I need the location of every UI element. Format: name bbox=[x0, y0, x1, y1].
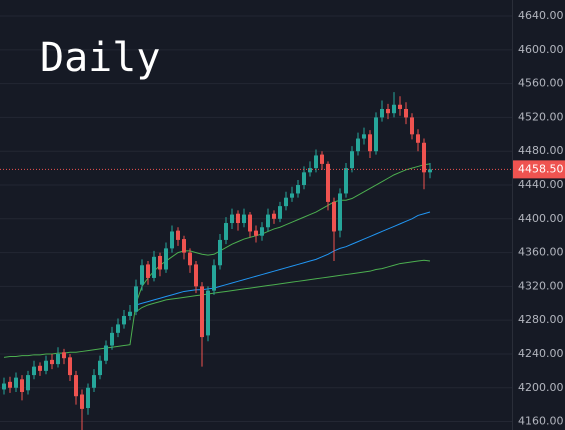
candle-body bbox=[410, 117, 414, 135]
candle-body bbox=[296, 185, 300, 194]
candle-body bbox=[110, 332, 114, 346]
y-tick-label: 4400.00 bbox=[518, 212, 564, 225]
y-tick-label: 4480.00 bbox=[518, 144, 564, 157]
candle-body bbox=[56, 353, 60, 365]
candle-body bbox=[80, 394, 84, 409]
y-tick-label: 4200.00 bbox=[518, 381, 564, 394]
y-tick-label: 4360.00 bbox=[518, 246, 564, 259]
candle-body bbox=[380, 108, 384, 118]
candle-body bbox=[104, 345, 108, 361]
candle-body bbox=[272, 213, 276, 219]
y-tick-label: 4280.00 bbox=[518, 313, 564, 326]
candle-body bbox=[68, 357, 72, 376]
candle-body bbox=[362, 134, 366, 139]
candle-body bbox=[422, 142, 426, 173]
candle-body bbox=[278, 206, 282, 219]
candle-body bbox=[170, 231, 174, 249]
candle-body bbox=[344, 168, 348, 194]
candle-body bbox=[116, 324, 120, 333]
candle-body bbox=[230, 214, 234, 224]
candle-body bbox=[86, 387, 90, 409]
candle-body bbox=[284, 197, 288, 207]
grid bbox=[0, 15, 512, 423]
candle-body bbox=[368, 134, 372, 152]
y-tick-label: 4520.00 bbox=[518, 110, 564, 123]
candle-body bbox=[2, 383, 6, 390]
candle-body bbox=[248, 214, 252, 232]
price-label-bg bbox=[513, 160, 565, 179]
candle-body bbox=[212, 265, 216, 291]
candle-body bbox=[188, 252, 192, 266]
candle-body bbox=[98, 360, 102, 376]
y-axis: 4160.00 4200.00 4240.00 4280.00 4320.00 4360.… bbox=[512, 0, 565, 430]
candle-body bbox=[62, 352, 66, 359]
candle-body bbox=[134, 286, 138, 312]
indicator-line bbox=[3, 163, 431, 358]
candle-body bbox=[158, 255, 162, 270]
candle-body bbox=[302, 172, 306, 186]
candle-body bbox=[314, 155, 318, 169]
candle-body bbox=[8, 381, 12, 388]
price-label: 4458.50 bbox=[518, 162, 564, 175]
candle-body bbox=[404, 108, 408, 118]
y-tick-label: 4440.00 bbox=[518, 178, 564, 191]
candle-body bbox=[26, 375, 30, 391]
candle-body bbox=[20, 379, 24, 392]
candle-body bbox=[164, 248, 168, 270]
candle-body bbox=[332, 201, 336, 232]
candle-body bbox=[32, 366, 36, 376]
candle-body bbox=[386, 108, 390, 114]
candle-body bbox=[218, 239, 222, 266]
y-tick-label: 4600.00 bbox=[518, 43, 564, 56]
candle-body bbox=[236, 213, 240, 224]
y-tick-label: 4160.00 bbox=[518, 415, 564, 428]
y-tick-label: 4560.00 bbox=[518, 77, 564, 90]
candle-body bbox=[326, 163, 330, 202]
candle-body bbox=[128, 311, 132, 316]
candle-body bbox=[194, 264, 198, 287]
candle-body bbox=[356, 138, 360, 152]
candle-body bbox=[350, 151, 354, 169]
candle-body bbox=[242, 214, 246, 224]
candle-body bbox=[320, 154, 324, 164]
y-tick-label: 4240.00 bbox=[518, 347, 564, 360]
candle-body bbox=[206, 290, 210, 336]
candle-body bbox=[146, 264, 150, 278]
candle-body bbox=[152, 256, 156, 278]
candle-body bbox=[38, 365, 42, 371]
indicator-line bbox=[135, 259, 431, 313]
candle-body bbox=[200, 286, 204, 338]
y-tick-label: 4640.00 bbox=[518, 9, 564, 22]
candle-body bbox=[398, 104, 402, 109]
candle-body bbox=[50, 359, 54, 365]
candle-body bbox=[176, 230, 180, 240]
candle-body bbox=[74, 375, 78, 397]
candle-body bbox=[266, 214, 270, 228]
candle-body bbox=[122, 315, 126, 325]
candle-body bbox=[140, 265, 144, 285]
candle-body bbox=[92, 375, 96, 388]
indicator-line bbox=[135, 211, 431, 306]
candle-body bbox=[224, 223, 228, 240]
plot bbox=[0, 92, 512, 430]
candle-body bbox=[182, 239, 186, 253]
candle-body bbox=[290, 193, 294, 198]
chart-title: Daily bbox=[40, 35, 160, 81]
candle-body bbox=[338, 193, 342, 231]
candle-body bbox=[392, 104, 396, 114]
candle-body bbox=[260, 227, 264, 236]
candle-body bbox=[14, 377, 18, 388]
candle-body bbox=[254, 230, 258, 236]
candle-body bbox=[416, 134, 420, 143]
y-tick-label: 4320.00 bbox=[518, 279, 564, 292]
candle-body bbox=[428, 169, 432, 173]
candle-body bbox=[374, 117, 378, 152]
candle-body bbox=[44, 360, 48, 371]
candle-body bbox=[308, 168, 312, 173]
